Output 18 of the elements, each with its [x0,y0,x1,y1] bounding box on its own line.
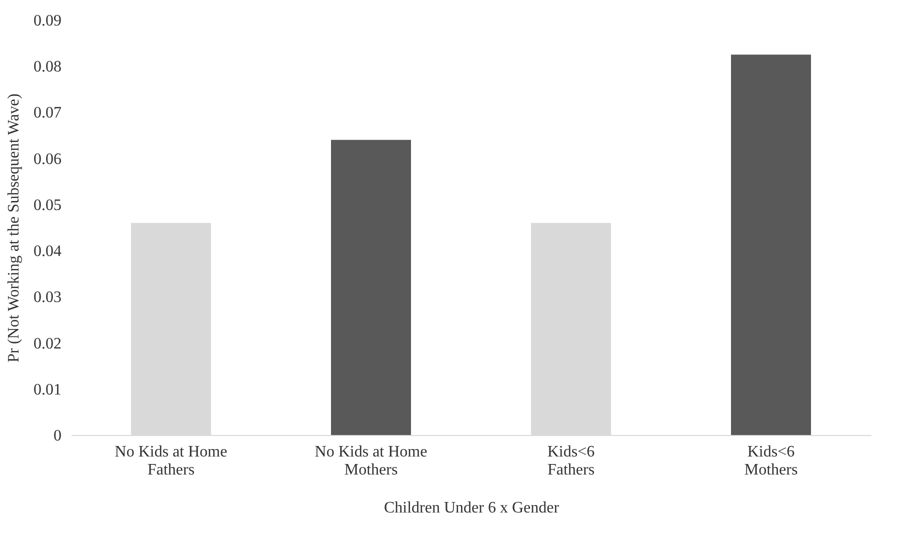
y-axis-title: Pr (Not Working at the Subsequent Wave) [6,94,22,362]
x-tick-label: Kids<6 Fathers [547,444,595,478]
y-tick-label: 0 [54,428,62,444]
x-axis-title: Children Under 6 x Gender [384,500,560,516]
y-tick-label: 0.03 [34,289,62,306]
y-tick-label: 0.07 [34,104,62,122]
y-tick-label: 0.05 [34,196,62,214]
y-tick-label: 0.01 [34,381,62,398]
x-tick-label: Kids<6 Mothers [744,444,798,478]
x-tick-label: No Kids at Home Fathers [114,444,228,478]
x-tick-label: No Kids at Home Mothers [314,444,428,478]
y-tick-label: 0.06 [34,150,62,168]
y-tick-label: 0.04 [34,243,62,260]
y-tick-label: 0.08 [34,58,62,76]
bar [331,140,411,435]
bar [731,54,811,435]
y-tick-label: 0.09 [34,12,62,30]
y-tick-label: 0.02 [34,335,62,352]
